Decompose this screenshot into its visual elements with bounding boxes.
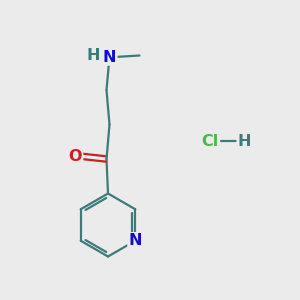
Text: N: N <box>128 233 142 248</box>
Text: H: H <box>238 134 251 148</box>
Text: O: O <box>69 148 82 164</box>
Text: Cl: Cl <box>201 134 219 148</box>
Text: H: H <box>86 48 100 63</box>
Text: N: N <box>103 50 116 64</box>
